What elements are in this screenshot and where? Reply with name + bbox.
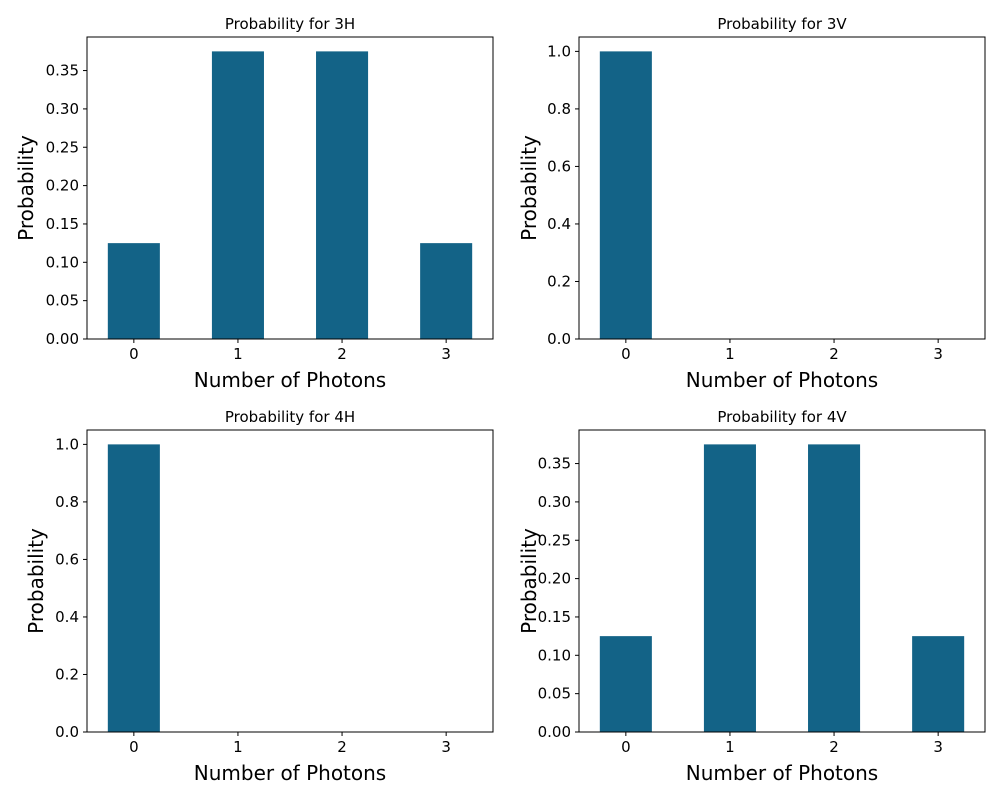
y-tick-label-1: 0.05 [538,685,571,703]
x-tick-label-1: 1 [233,345,243,363]
y-axis-label: Probability [517,135,541,241]
y-tick-label-4: 0.20 [46,177,79,195]
chart-title: Probability for 4V [717,408,847,426]
y-tick-label-0: 0.00 [46,330,79,348]
y-tick-label-2: 0.10 [538,646,571,664]
x-tick-label-1: 1 [725,738,735,756]
axes-frame [578,429,986,733]
x-axis-label: Number of Photons [686,761,878,785]
x-tick-label-0: 0 [129,345,139,363]
bar-1 [703,444,756,732]
chart-title: Probability for 3V [717,15,847,33]
y-tick-label-5: 0.25 [538,531,571,549]
y-tick-label-4: 0.8 [547,100,571,118]
x-axis-label: Number of Photons [194,368,386,392]
chart-panel-2: 0 1 2 3 0.0 0.2 0.4 0.6 0.8 1.0 Probability for 4H… [24,408,494,785]
y-axis-label: Probability [517,528,541,634]
x-axis-label: Number of Photons [194,761,386,785]
bar-0 [107,444,160,732]
y-axis-label: Probability [24,528,48,634]
y-tick-label-3: 0.6 [547,157,571,175]
y-tick-label-3: 0.15 [46,215,79,233]
x-tick-label-3: 3 [441,738,451,756]
y-tick-label-6: 0.30 [46,100,79,118]
x-tick-label-2: 2 [829,738,839,756]
chart-title: Probability for 3H [225,15,355,33]
x-tick-label-2: 2 [829,345,839,363]
chart-panel-3: 0 1 2 3 0.00 0.05 0.10 0.15 0.20 0.25 0.30 0.35 Prob… [517,408,986,785]
bar-2 [316,51,369,339]
bar-2 [808,444,861,732]
x-tick-label-2: 2 [337,738,347,756]
bar-3 [912,636,965,732]
y-tick-label-6: 0.30 [538,493,571,511]
y-tick-label-3: 0.6 [55,550,79,568]
bar-0 [107,243,160,339]
y-tick-label-5: 0.25 [46,138,79,156]
chart-title: Probability for 4H [225,408,355,426]
x-tick-label-3: 3 [933,738,943,756]
y-tick-label-4: 0.8 [55,493,79,511]
x-tick-label-1: 1 [233,738,243,756]
axes-frame [86,429,494,733]
y-tick-label-4: 0.20 [538,570,571,588]
x-tick-label-0: 0 [621,738,631,756]
y-axis-label: Probability [14,135,38,241]
y-tick-label-0: 0.0 [55,723,79,741]
chart-panel-1: 0 1 2 3 0.0 0.2 0.4 0.6 0.8 1.0 Probability for 3V… [517,15,986,392]
y-tick-label-2: 0.4 [55,608,79,626]
y-tick-label-7: 0.35 [538,455,571,473]
y-tick-label-0: 0.0 [547,330,571,348]
bar-1 [211,51,264,339]
axes-frame [578,36,986,340]
y-tick-label-1: 0.2 [547,272,571,290]
x-tick-label-3: 3 [933,345,943,363]
y-tick-label-2: 0.10 [46,253,79,271]
y-tick-label-1: 0.2 [55,665,79,683]
x-tick-label-3: 3 [441,345,451,363]
y-tick-label-0: 0.00 [538,723,571,741]
y-tick-label-2: 0.4 [547,215,571,233]
y-tick-label-3: 0.15 [538,608,571,626]
y-tick-label-5: 1.0 [55,435,79,453]
y-tick-label-1: 0.05 [46,292,79,310]
bar-0 [599,636,652,732]
x-tick-label-2: 2 [337,345,347,363]
bar-0 [599,51,652,339]
bar-3 [420,243,473,339]
y-tick-label-7: 0.35 [46,62,79,80]
axes-frame [86,36,494,340]
x-tick-label-0: 0 [129,738,139,756]
chart-panel-0: 0 1 2 3 0.00 0.05 0.10 0.15 0.20 0.25 0.30 0.35 Prob… [14,15,494,392]
x-tick-label-0: 0 [621,345,631,363]
x-tick-label-1: 1 [725,345,735,363]
y-tick-label-5: 1.0 [547,42,571,60]
x-axis-label: Number of Photons [686,368,878,392]
